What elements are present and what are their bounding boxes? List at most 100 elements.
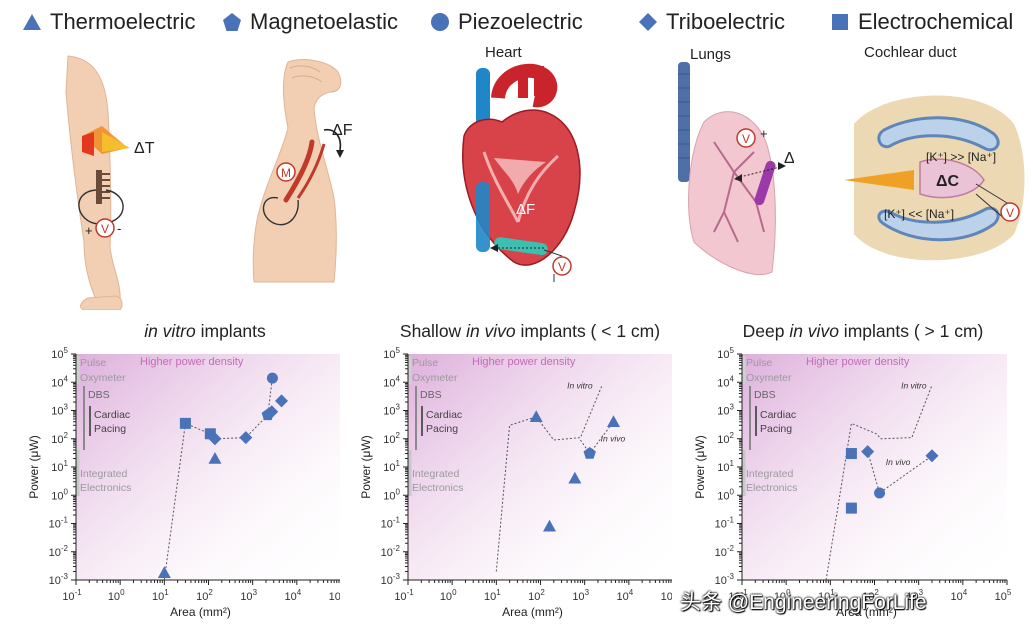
legend-label: Triboelectric [666,9,785,34]
y-tick-label: 100 [383,487,400,502]
y-tick-label: 10-3 [381,572,401,587]
organ-label-cochlear: Cochlear duct [864,44,957,61]
ref-electronics: Electronics [412,482,463,494]
y-tick-label: 103 [51,403,68,418]
ref-cardiac: Cardiac [426,409,462,421]
y-tick-label: 104 [51,374,68,389]
ref-integrated: Integrated [80,468,127,480]
data-point-square-1 [845,502,857,514]
ref-oxymeter: Oxymeter [746,372,792,384]
x-tick-label: 10-1 [728,588,748,603]
voltmeter-icon [552,256,572,276]
data-point-triangle-3 [208,451,222,464]
data-point-circle-8 [266,372,278,384]
y-tick-label: 10-1 [49,516,69,531]
density-gradient [742,354,1007,580]
x-tick-label: 101 [484,588,501,603]
data-point-square-0 [845,448,857,460]
svg-text:V: V [742,132,750,146]
ref-integrated: Integrated [746,468,793,480]
x-tick-label: 100 [774,588,791,603]
y-tick-label: 103 [383,403,400,418]
x-tick-label: 10-1 [62,588,82,603]
ref-pulse: Pulse [412,357,438,369]
k-lt-na-label: [K⁺] << [Na⁺] [884,207,954,221]
svg-text:+: + [85,223,93,238]
watermark: 头条 @EngineeringForLife [680,591,927,614]
x-tick-label: 102 [196,588,213,603]
svg-text:+: + [760,126,768,141]
y-tick-label: 10-3 [715,572,735,587]
square-icon [832,14,848,30]
y-tick-label: 10-3 [49,572,69,587]
x-tick-label: 102 [528,588,545,603]
density-gradient [408,354,672,580]
y-tick-label: 100 [51,487,68,502]
data-point-diamond-7 [265,405,279,419]
boundary-label: In vitro [567,381,593,391]
delta-a-label: ΔA [784,150,794,167]
boundary-label: In vivo [886,457,911,467]
voltmeter-icon [95,218,115,238]
y-tick-label: 105 [717,346,734,361]
y-tick-label: 102 [383,431,400,446]
chart-deep-in-vivo: 10-1 100 101 102 103 104 105 105 104 103 102 101 100… [693,346,1012,619]
x-tick-label: 100 [108,588,125,603]
cochlear-illustration: [K⁺] >> [Na⁺] ΔC [K⁺] << [Na⁺] V [844,95,1025,261]
chart-title-3: Deep in vivo implants ( > 1 cm) [742,321,984,341]
y-axis-label: Power (μW) [693,435,707,499]
x-tick-label: 105 [661,588,672,603]
chart-title-1: in vitro implants [144,321,266,341]
x-axis-label: Area (mm²) [502,605,563,619]
delta-f-heart-label: ΔF [516,201,535,218]
ref-dbs: DBS [754,389,776,401]
ref-dbs: DBS [420,389,442,401]
y-tick-label: 101 [717,459,734,474]
delta-c-label: ΔC [936,173,960,190]
y-tick-label: 10-2 [715,544,735,559]
x-axis-label: Area (mm²) [836,605,897,619]
circle-icon [431,13,449,31]
density-label: Higher power density [140,356,244,368]
heart-illustration: ΔF V [462,63,581,282]
y-tick-label: 102 [717,431,734,446]
delta-t-label: ΔT [134,140,155,157]
density-gradient [76,354,340,580]
legend-item-piezoelectric: Piezoelectric [430,6,583,38]
voltmeter-icon [1000,202,1020,222]
x-tick-label: 102 [862,588,879,603]
arm-magnetoelastic-illustration: M ΔF [252,59,353,283]
boundary-line-in-vitro [495,384,603,572]
legend-item-magnetoelastic: Magnetoelastic [222,6,398,38]
ref-pacing: Pacing [760,423,792,435]
y-tick-label: 10-2 [381,544,401,559]
boundary-line-in-vivo [867,451,933,494]
x-tick-label: 10-1 [394,588,414,603]
data-point-triangle-0 [529,410,543,422]
k-gt-na-label: [K⁺] >> [Na⁺] [926,150,996,164]
y-tick-label: 102 [51,431,68,446]
y-tick-label: 101 [383,459,400,474]
arm-thermoelectric-illustration: ΔT V + - [65,55,155,310]
legend-label: Piezoelectric [458,9,583,34]
svg-text:-: - [117,221,121,236]
data-point-triangle-0 [157,566,171,578]
legend-item-electrochemical: Electrochemical [830,6,1013,38]
ref-oxymeter: Oxymeter [412,372,458,384]
ref-electronics: Electronics [80,482,131,494]
data-point-diamond-2 [861,445,875,459]
chart-title-2: Shallow in vivo implants ( < 1 cm) [399,321,661,341]
data-point-triangle-1 [543,519,557,532]
legend: Thermoelectric Magnetoelastic Piezoelect… [0,6,1033,38]
organ-label-lungs: Lungs [690,46,731,63]
x-tick-label: 105 [329,588,340,603]
legend-label: Electrochemical [858,9,1014,34]
ref-pacing: Pacing [426,423,458,435]
voltmeter-icon [736,128,756,148]
boundary-label: In vivo [601,433,626,443]
tribo-patch-icon [754,160,776,206]
ref-pulse: Pulse [746,357,772,369]
data-point-circle-3 [874,487,886,499]
svg-text:M: M [281,166,291,180]
data-point-square-1 [179,417,191,429]
